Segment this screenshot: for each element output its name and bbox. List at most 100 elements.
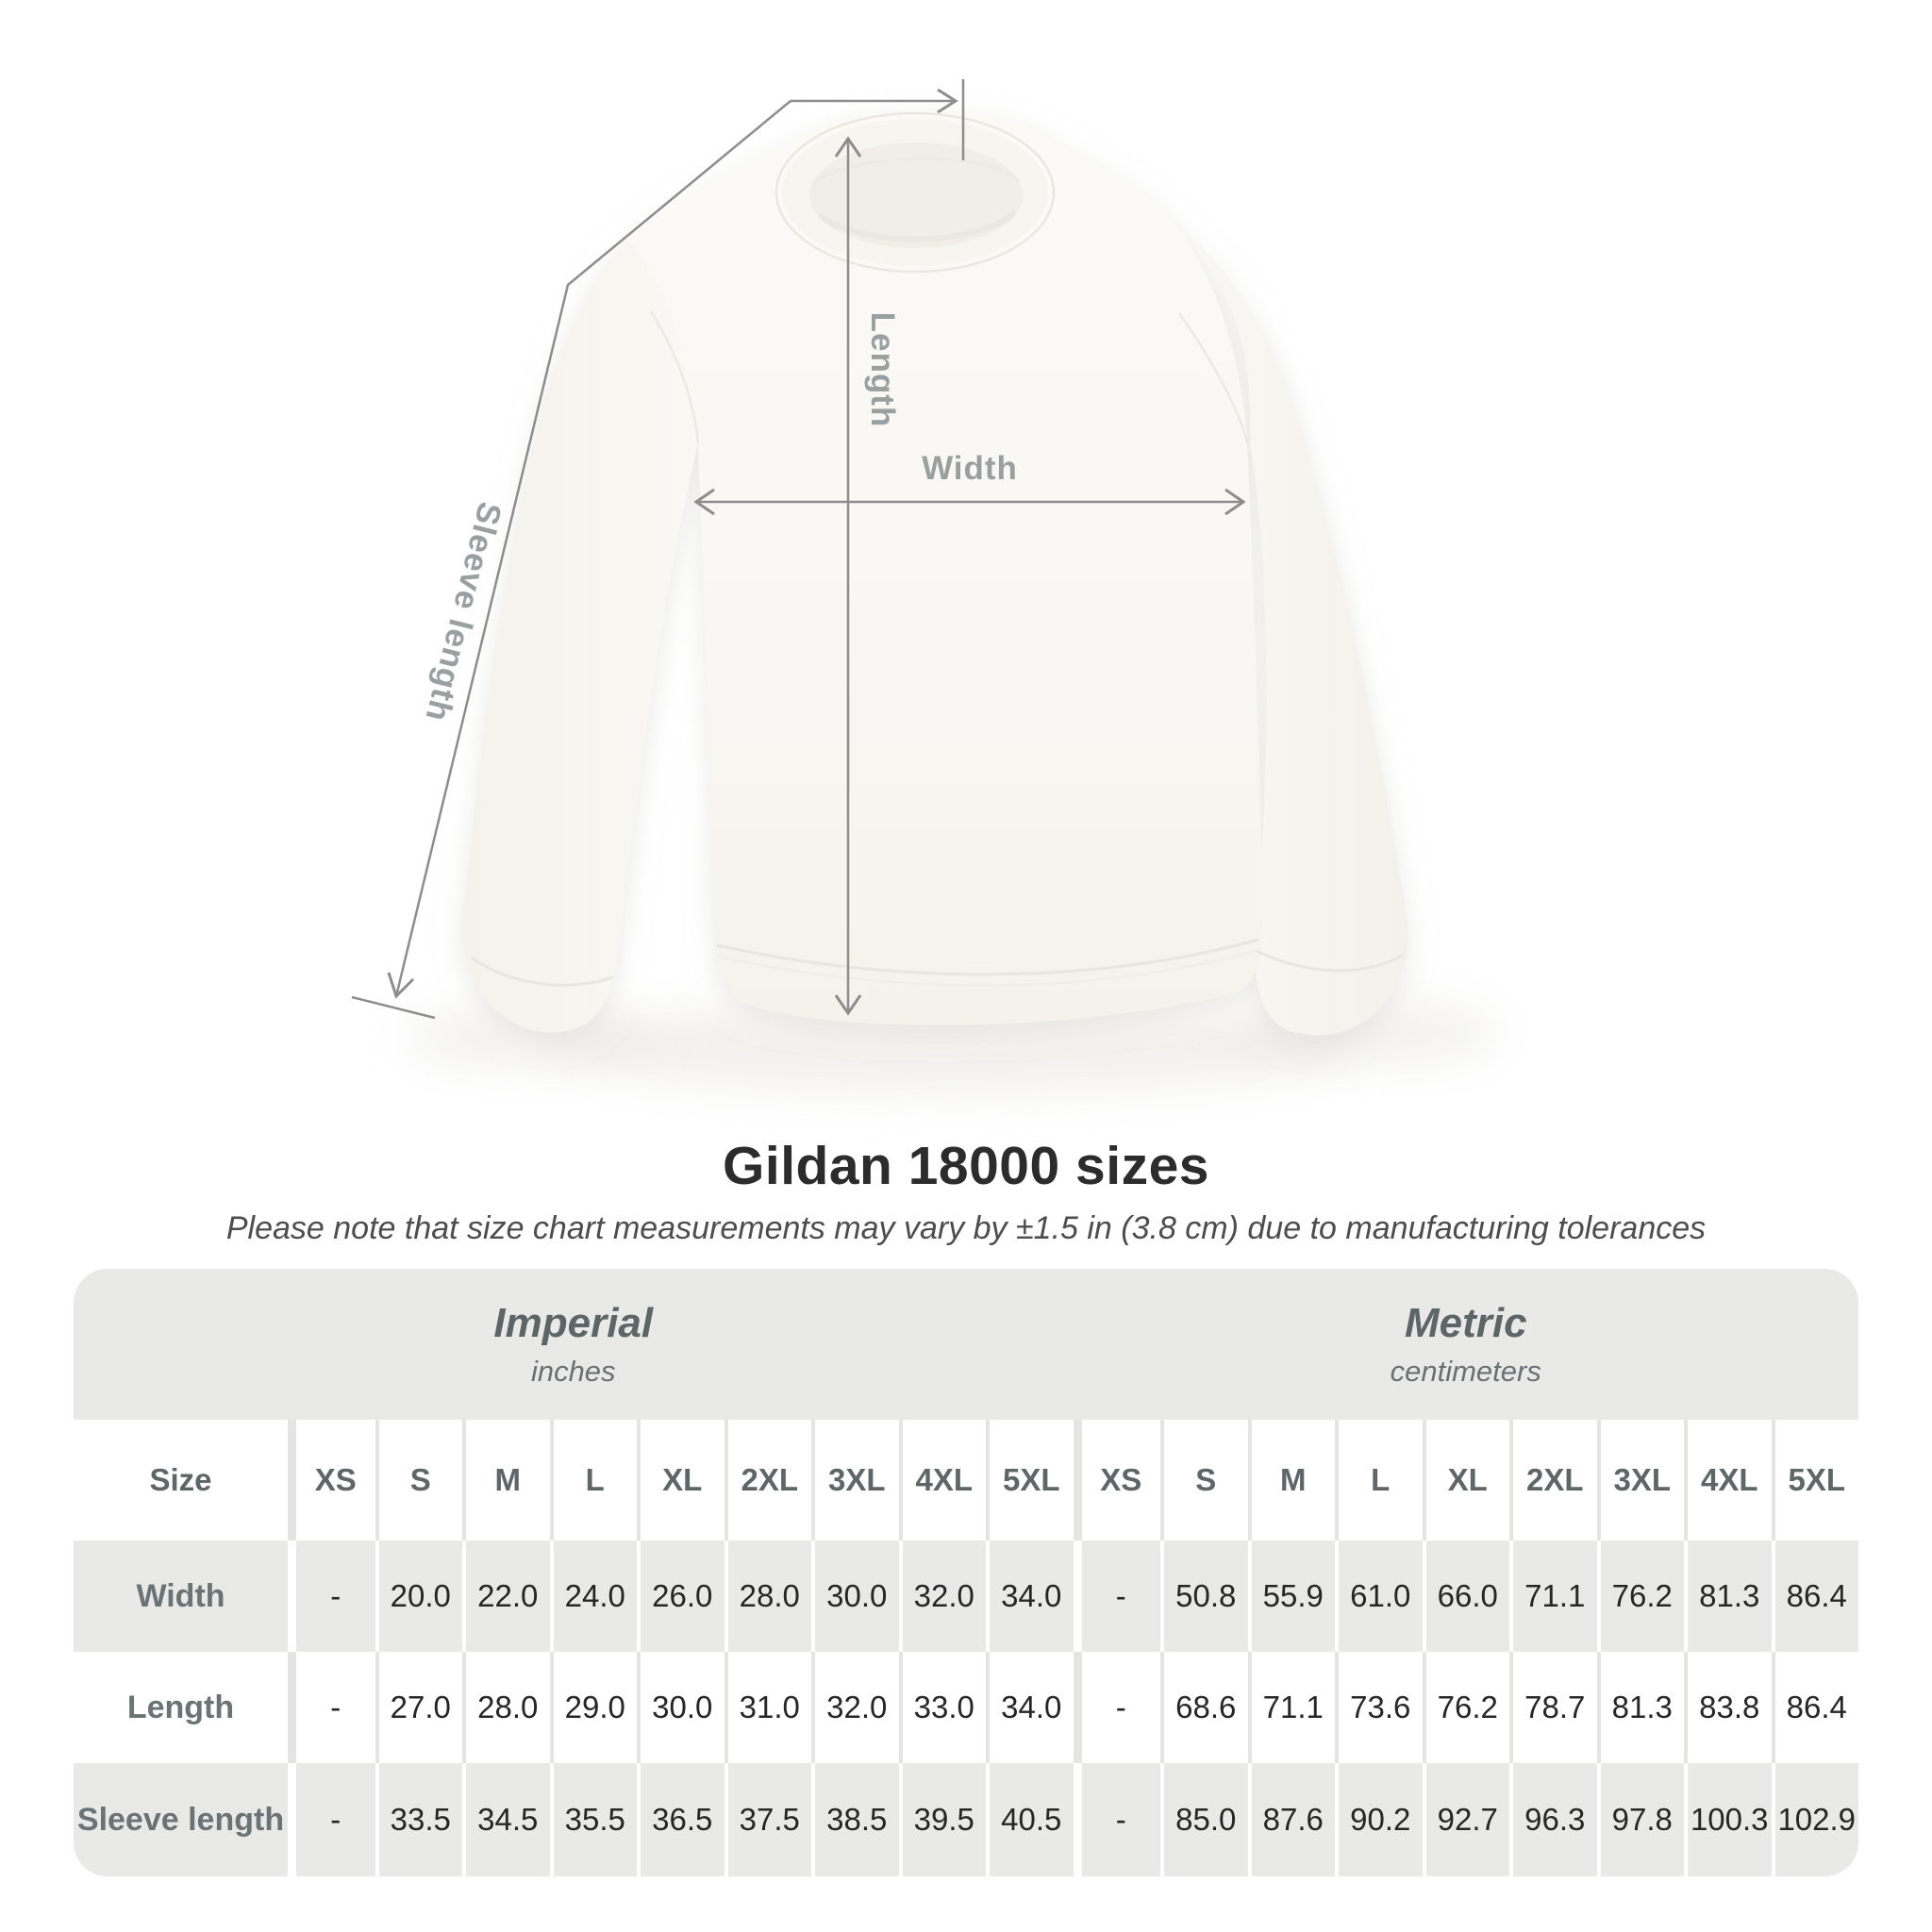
page-title: Gildan 18000 sizes (723, 1136, 1209, 1196)
col-header-m-metric: M (1247, 1420, 1336, 1541)
table-cell: - (288, 1763, 375, 1876)
metric-label: Metric (1404, 1300, 1527, 1346)
col-header-l-metric: L (1335, 1420, 1423, 1541)
tolerance-note: Please note that size chart measurements… (225, 1210, 1707, 1246)
table-cell: 36.5 (637, 1763, 724, 1876)
table-cell: 96.3 (1509, 1763, 1597, 1876)
neck-opening (809, 142, 1023, 248)
table-cell: 85.0 (1160, 1763, 1248, 1876)
table-cell: 20.0 (375, 1541, 463, 1652)
sleeve-length-line (394, 99, 955, 997)
size-table: Imperial inches Metric centimeters Size … (74, 1269, 1858, 1876)
table-cell: 83.8 (1684, 1652, 1772, 1763)
row-label-width: Width (136, 1577, 225, 1614)
col-header-s: S (375, 1420, 463, 1541)
table-cell: 37.5 (724, 1763, 812, 1876)
sweatshirt-illustration (461, 110, 1408, 1036)
table-cell: - (1073, 1541, 1161, 1652)
table-cell: 28.0 (462, 1652, 550, 1763)
table-cell: 86.4 (1771, 1541, 1859, 1652)
arrowhead-up (834, 136, 862, 158)
col-header-3xl-metric: 3XL (1596, 1420, 1685, 1541)
width-dimension-label: Width (922, 450, 1018, 487)
table-cell: 78.7 (1509, 1652, 1597, 1763)
table-cell: 92.7 (1422, 1763, 1510, 1876)
table-cell: 26.0 (637, 1541, 724, 1652)
col-header-4xl-metric: 4XL (1684, 1420, 1772, 1541)
imperial-unit: inches (530, 1355, 616, 1388)
table-cell: 71.1 (1509, 1541, 1597, 1652)
table-cell: 27.0 (375, 1652, 463, 1763)
arrowhead-right2 (1224, 488, 1246, 516)
table-cell: 50.8 (1160, 1541, 1248, 1652)
table-cell: 76.2 (1422, 1652, 1510, 1763)
table-cell: 40.5 (986, 1763, 1074, 1876)
table-cell: 81.3 (1596, 1652, 1685, 1763)
table-cell: 30.0 (637, 1652, 724, 1763)
imperial-section-header: Imperial inches (74, 1269, 1074, 1420)
sweatshirt-measurement-diagram: Length Width Sleeve length (351, 79, 1500, 1092)
table-cell: 68.6 (1160, 1652, 1248, 1763)
arrowhead-left (693, 488, 715, 516)
row-label-length: Length (126, 1689, 235, 1725)
table-cell: 35.5 (549, 1763, 638, 1876)
col-header-4xl: 4XL (898, 1420, 987, 1541)
col-header-3xl: 3XL (811, 1420, 899, 1541)
table-cell: 87.6 (1247, 1763, 1336, 1876)
table-cell: 73.6 (1335, 1652, 1423, 1763)
arrowhead-right (937, 88, 958, 114)
table-cell: 34.5 (462, 1763, 550, 1876)
length-dimension-label: Length (864, 312, 901, 428)
table-cell: 30.0 (811, 1541, 899, 1652)
table-cell: - (1073, 1763, 1161, 1876)
table-cell: 38.5 (811, 1763, 899, 1876)
col-header-2xl-metric: 2XL (1509, 1420, 1597, 1541)
table-cell: 61.0 (1335, 1541, 1423, 1652)
table-cell: - (1073, 1652, 1161, 1763)
table-row-length: Length - 27.0 28.0 29.0 30.0 31.0 32.0 3… (74, 1652, 1858, 1763)
table-cell: 32.0 (811, 1652, 899, 1763)
unit-band: Imperial inches Metric centimeters (74, 1269, 1858, 1420)
row-label-sleeve-length: Sleeve length (76, 1801, 285, 1838)
table-cell: 66.0 (1422, 1541, 1510, 1652)
table-cell: 102.9 (1771, 1763, 1859, 1876)
table-cell: 22.0 (462, 1541, 550, 1652)
table-cell: 81.3 (1684, 1541, 1772, 1652)
arrowhead-down (834, 994, 862, 1016)
col-header-xs-metric: XS (1073, 1420, 1161, 1541)
col-header-m: M (462, 1420, 550, 1541)
table-cell: 55.9 (1247, 1541, 1336, 1652)
table-cell: 33.0 (898, 1652, 987, 1763)
table-cell: 33.5 (375, 1763, 463, 1876)
table-cell: 28.0 (724, 1541, 812, 1652)
col-header-5xl: 5XL (986, 1420, 1074, 1541)
table-cell: 90.2 (1335, 1763, 1423, 1876)
left-sleeve (461, 241, 700, 1033)
table-cell: 97.8 (1596, 1763, 1685, 1876)
table-cell: 86.4 (1771, 1652, 1859, 1763)
size-header-row: Size XS S M L XL 2XL 3XL 4XL 5XL XS S M … (74, 1420, 1858, 1541)
table-cell: - (288, 1541, 375, 1652)
metric-unit: centimeters (1390, 1355, 1541, 1388)
metric-section-header: Metric centimeters (1074, 1269, 1859, 1420)
col-header-xs: XS (288, 1420, 375, 1541)
table-row-sleeve-length: Sleeve length - 33.5 34.5 35.5 36.5 37.5… (74, 1763, 1858, 1876)
table-cell: 76.2 (1596, 1541, 1685, 1652)
table-cell: 29.0 (549, 1652, 638, 1763)
end-tick (351, 995, 436, 1020)
table-cell: - (288, 1652, 375, 1763)
table-cell: 34.0 (986, 1541, 1074, 1652)
imperial-label: Imperial (493, 1300, 654, 1346)
col-header-l: L (549, 1420, 638, 1541)
dimension-lines (351, 79, 1246, 1020)
arrowhead-sleeve-end (387, 972, 415, 999)
table-cell: 100.3 (1684, 1763, 1772, 1876)
right-sleeve (1177, 226, 1408, 1036)
col-header-5xl-metric: 5XL (1771, 1420, 1859, 1541)
col-header-s-metric: S (1160, 1420, 1248, 1541)
table-row-width: Width - 20.0 22.0 24.0 26.0 28.0 30.0 32… (74, 1541, 1858, 1652)
size-column-header: Size (149, 1462, 212, 1497)
table-cell: 24.0 (549, 1541, 638, 1652)
body-panel (627, 110, 1264, 1025)
